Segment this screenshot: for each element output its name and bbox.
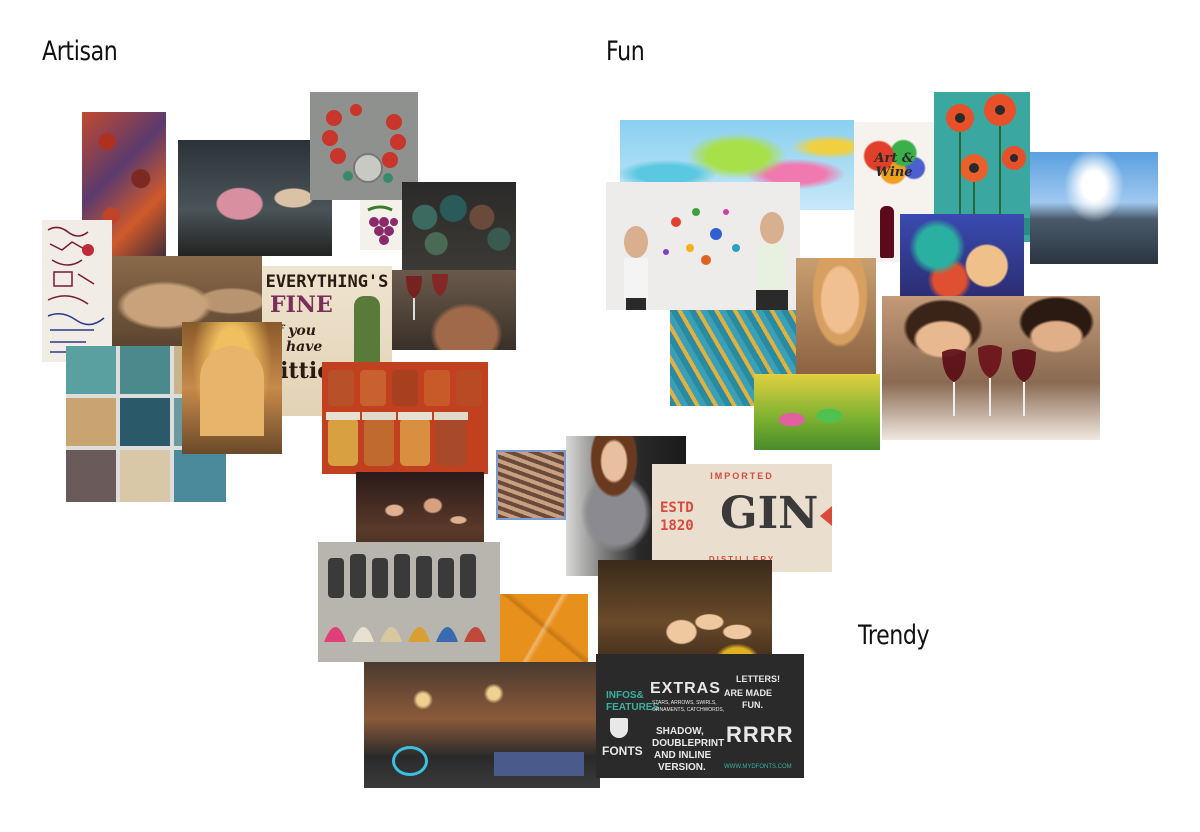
fonts-col2a: EXTRAS [650,680,721,697]
smiling-woman-photo [796,258,876,378]
kids-dancing-photo [754,374,880,450]
gin-year: 1820 [660,518,694,534]
fonts-chalkboard-poster: INFOS& FEATURES FONTS EXTRAS STARS, ARRO… [596,654,804,778]
shield-icon [610,718,628,738]
lounge-sofa [494,752,584,776]
blue-chair [392,746,428,776]
fine-line4: have [286,339,323,355]
sketch-poster-photo [42,220,112,362]
grape-icon [367,205,398,245]
trendy-label: Trendy [858,620,930,651]
fun-label: Fun [606,36,645,67]
fine-line2: FINE [270,292,333,318]
fonts-col1b: FEATURES [606,702,660,713]
fonts-site: WWW.MYDFONTS.COM [724,764,792,770]
bracelet-red-art [322,104,406,183]
gin-imported: IMPORTED [710,471,774,481]
festival-crowd-photo [1030,152,1158,264]
fonts-col3a: LETTERS! [736,674,780,684]
art-wine-splash [858,132,928,192]
fonts-col2e: DOUBLEPRINT [652,738,725,749]
paint-splatter-kids-photo [606,182,800,310]
poppies-art [946,94,1026,216]
fonts-col1a: INFOS& [606,690,644,701]
loft-interior-photo [364,662,600,788]
fonts-col1c: FONTS [602,744,643,758]
fonts-col2d: SHADOW, [656,726,704,737]
gin-word: GIN [720,488,819,539]
fonts-col3d: RRRR [726,722,794,747]
wine-bottle-red [880,206,894,258]
sketch-art [47,226,105,353]
gin-est: ESTD [660,500,694,516]
arched-hall-photo [182,322,282,454]
fine-line3: if you [272,323,316,339]
paint-splatter-art [624,208,788,310]
fonts-col2c: ORNAMENTS, CATCHWORDS, [652,707,725,713]
bracelet-green-photo [402,182,516,270]
bracelet-red-photo [310,92,418,200]
wine-toast-photo [882,296,1100,440]
preserve-jars-photo [322,362,488,474]
jars-art [326,370,482,466]
fonts-col2f: AND INLINE [654,750,712,761]
fonts-col2g: VERSION. [658,762,706,773]
art-wine-title: Art & Wine [874,151,914,180]
grape-logo-photo [360,200,402,250]
gin-red-arrow [820,506,832,526]
fonts-col3c: FUN. [742,700,763,710]
shoes-display-photo [318,542,500,662]
artisan-label: Artisan [42,36,118,67]
shoes-art [324,554,486,642]
fonts-col3b: ARE MADE [724,688,773,698]
fine-line1: EVERYTHING'S [265,272,389,292]
fonts-col2b: STARS, ARROWS, SWIRLS, [652,700,717,706]
wine-glass-dinner-photo [392,270,516,350]
arch-shape [200,346,264,436]
leather-bracelets-photo [496,450,566,520]
gin-label-photo: IMPORTED ESTD 1820 GIN DISTILLERY [652,464,832,572]
wine-glass-art [406,274,448,320]
wine-glasses-toast [942,345,1036,416]
soap-hand-photo [178,140,332,256]
gin-sub: DISTILLERY [652,555,832,564]
face-paint-kids-photo [900,214,1024,308]
